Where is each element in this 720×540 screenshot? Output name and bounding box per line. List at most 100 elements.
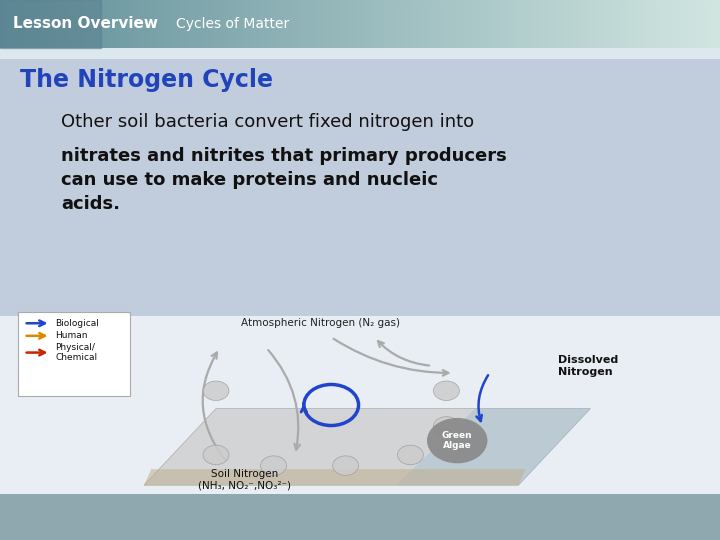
Bar	[456, 0, 459, 48]
Bar	[197, 0, 199, 48]
Bar	[22, 0, 24, 48]
Bar	[413, 0, 415, 48]
Text: Dissolved
Nitrogen: Dissolved Nitrogen	[558, 355, 618, 377]
Bar	[142, 0, 144, 48]
Bar	[408, 0, 410, 48]
Bar	[63, 0, 65, 48]
Text: Physical/
Chemical: Physical/ Chemical	[55, 343, 98, 362]
Bar	[423, 0, 425, 48]
Circle shape	[203, 445, 229, 464]
Bar	[362, 0, 365, 48]
Bar	[158, 0, 161, 48]
Bar	[689, 0, 691, 48]
Bar	[427, 0, 430, 48]
Bar	[562, 0, 564, 48]
Text: Biological: Biological	[55, 319, 99, 328]
Bar	[178, 0, 180, 48]
Bar	[0, 0, 101, 48]
Bar	[549, 0, 552, 48]
Bar	[387, 0, 389, 48]
Bar	[41, 0, 43, 48]
Bar	[430, 0, 432, 48]
Bar	[333, 0, 336, 48]
Text: Green
Algae: Green Algae	[442, 431, 472, 450]
Bar	[432, 0, 434, 48]
Bar	[490, 0, 492, 48]
Bar	[250, 0, 252, 48]
Bar	[171, 0, 173, 48]
Bar	[27, 0, 29, 48]
Bar	[168, 0, 171, 48]
Bar	[578, 0, 581, 48]
Bar	[631, 0, 634, 48]
Bar	[686, 0, 689, 48]
Bar	[667, 0, 670, 48]
Bar	[607, 0, 610, 48]
Bar	[643, 0, 646, 48]
Bar	[511, 0, 513, 48]
Bar	[81, 0, 84, 48]
Bar	[701, 0, 703, 48]
Polygon shape	[144, 409, 590, 485]
Bar	[91, 0, 94, 48]
Bar	[540, 0, 542, 48]
Bar	[218, 0, 221, 48]
Bar	[175, 0, 178, 48]
Bar	[391, 0, 394, 48]
Bar	[574, 0, 576, 48]
Bar	[670, 0, 672, 48]
Bar	[506, 0, 509, 48]
Bar	[127, 0, 130, 48]
Bar	[103, 0, 106, 48]
Bar	[621, 0, 624, 48]
Bar	[639, 0, 641, 48]
Bar	[2, 0, 5, 48]
Bar	[180, 0, 182, 48]
Bar	[526, 0, 528, 48]
Polygon shape	[396, 409, 590, 485]
Bar	[706, 0, 708, 48]
Bar	[60, 0, 63, 48]
Bar	[319, 0, 322, 48]
Bar	[382, 0, 384, 48]
Bar	[221, 0, 223, 48]
Bar	[535, 0, 538, 48]
Bar	[288, 0, 290, 48]
Bar	[513, 0, 516, 48]
Bar	[711, 0, 713, 48]
Bar	[0, 0, 2, 48]
Bar	[473, 0, 475, 48]
Bar	[233, 0, 235, 48]
Bar	[693, 0, 696, 48]
Bar	[571, 0, 574, 48]
Bar	[331, 0, 333, 48]
Bar	[444, 0, 446, 48]
Bar	[662, 0, 665, 48]
Bar	[307, 0, 310, 48]
Bar	[283, 0, 286, 48]
Bar	[202, 0, 204, 48]
Bar	[24, 0, 27, 48]
Bar	[192, 0, 194, 48]
Bar	[593, 0, 595, 48]
Bar	[415, 0, 418, 48]
Bar	[101, 0, 103, 48]
Bar	[410, 0, 413, 48]
Bar	[281, 0, 283, 48]
Text: Other soil bacteria convert fixed nitrogen into: Other soil bacteria convert fixed nitrog…	[61, 113, 474, 131]
Bar	[718, 0, 720, 48]
Bar	[74, 0, 77, 48]
Bar	[598, 0, 600, 48]
Bar	[477, 0, 480, 48]
Bar	[451, 0, 454, 48]
Bar	[454, 0, 456, 48]
Bar	[538, 0, 540, 48]
Bar	[588, 0, 590, 48]
Bar	[434, 0, 437, 48]
Bar	[48, 0, 50, 48]
Bar	[715, 0, 718, 48]
Bar	[240, 0, 243, 48]
Bar	[646, 0, 648, 48]
Bar	[5, 0, 7, 48]
Bar	[396, 0, 398, 48]
